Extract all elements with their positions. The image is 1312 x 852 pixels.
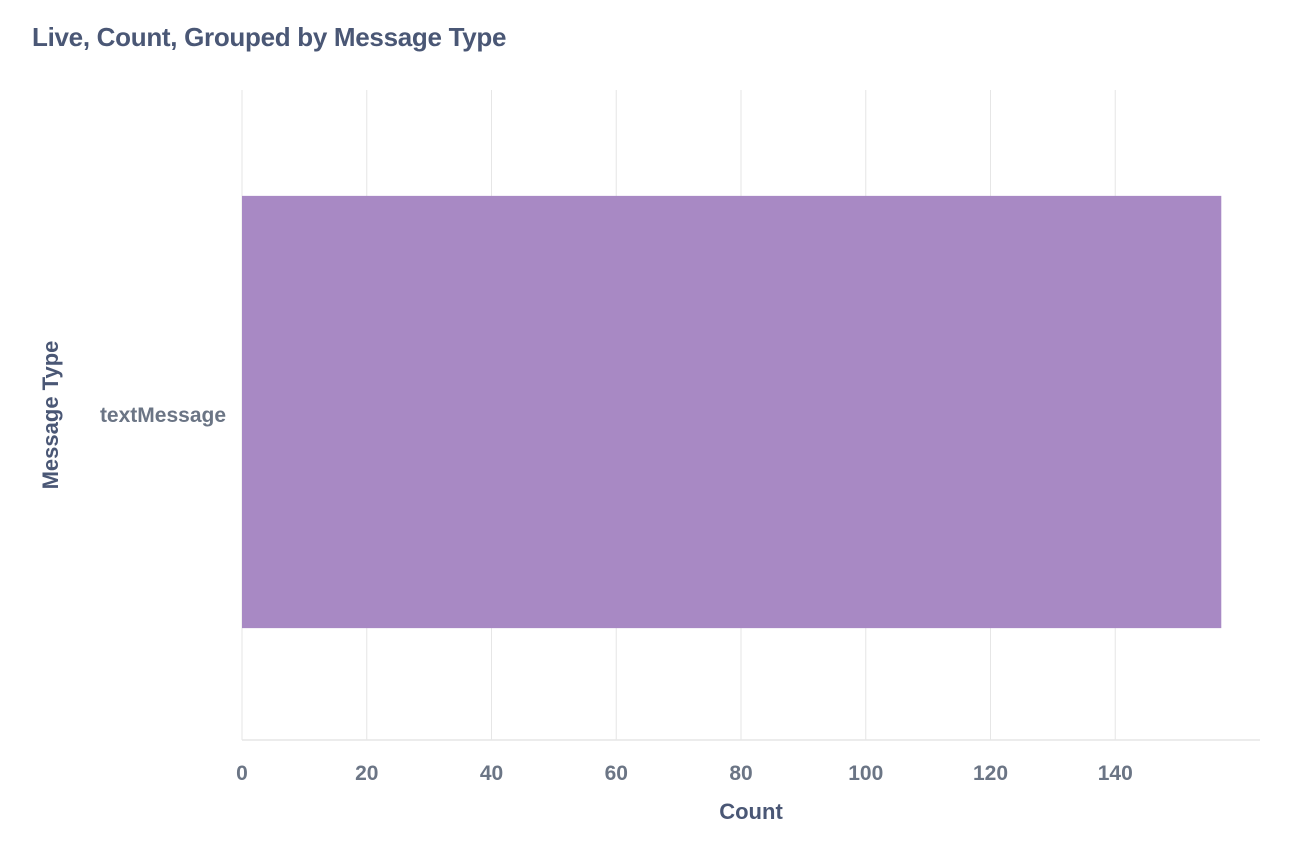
bar-textMessage[interactable] <box>242 195 1222 629</box>
x-tick-label: 80 <box>729 762 752 785</box>
x-tick-label: 20 <box>355 762 378 785</box>
category-label: textMessage <box>100 404 226 427</box>
y-axis-title: Message Type <box>38 341 63 490</box>
x-tick-label: 40 <box>480 762 503 785</box>
x-tick-labels: 0 20 40 60 80 100 120 140 <box>236 762 1133 785</box>
x-tick-label: 140 <box>1098 762 1133 785</box>
category-labels: textMessage <box>100 404 226 427</box>
x-tick-label: 120 <box>973 762 1008 785</box>
x-tick-label: 60 <box>605 762 628 785</box>
x-axis-title: Count <box>719 799 783 824</box>
x-tick-label: 0 <box>236 762 248 785</box>
x-tick-label: 100 <box>848 762 883 785</box>
chart-title: Live, Count, Grouped by Message Type <box>32 22 507 52</box>
bars <box>242 195 1222 629</box>
